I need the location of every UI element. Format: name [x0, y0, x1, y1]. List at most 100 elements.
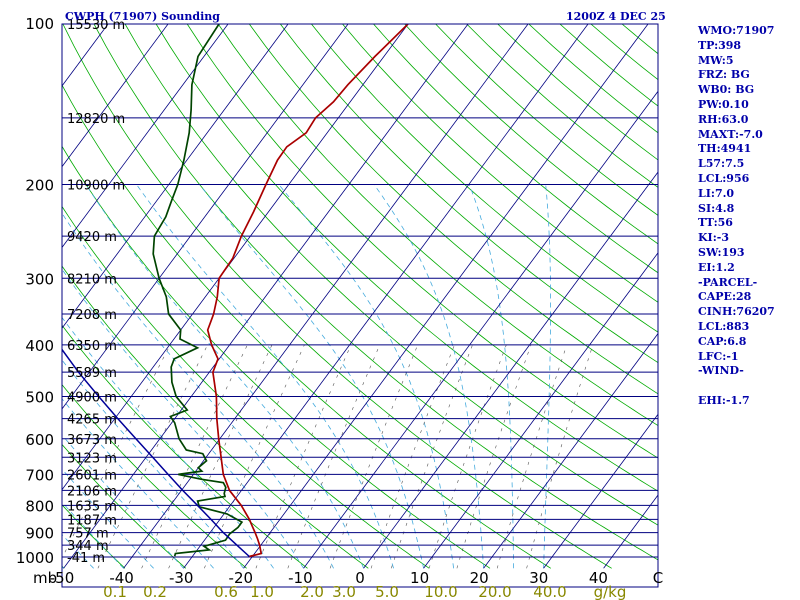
mixing-ratio-line	[329, 344, 418, 569]
stat-line: EI:1.2	[698, 260, 735, 274]
dry-adiabat-line	[217, 24, 658, 427]
moist-adiabat-line	[62, 316, 274, 569]
isotherm-line	[62, 24, 409, 491]
pressure-tick-label: 400	[25, 337, 54, 355]
pressure-tick-label: 500	[25, 389, 54, 407]
isotherm-line	[62, 24, 349, 410]
pressure-unit-label: mb	[33, 569, 57, 587]
isotherm-line	[183, 24, 589, 569]
height-label: 15530 m	[67, 18, 125, 33]
dry-adiabat-line	[62, 565, 65, 569]
moist-adiabat-line	[373, 184, 484, 569]
isotherm-line	[62, 24, 289, 329]
pressure-tick-label: 300	[25, 270, 54, 288]
mixing-ratio-line	[141, 344, 248, 569]
stat-line: RH:63.0	[698, 112, 749, 126]
stat-line: TH:4941	[698, 142, 752, 156]
sounding-traces	[62, 24, 409, 558]
height-label: 1635 m	[67, 499, 117, 514]
dry-adiabat-line	[248, 24, 658, 395]
isotherms	[0, 12, 658, 569]
temperature-tick-label: C	[653, 569, 663, 587]
dry-adiabat-line	[62, 504, 126, 569]
temperature-tick-label: -50	[50, 569, 75, 587]
temperature-tick-label: -40	[109, 569, 134, 587]
mixing-ratio-line	[255, 344, 352, 569]
height-label: 9420 m	[67, 230, 117, 245]
stat-line: TP:398	[698, 38, 742, 52]
pressure-tick-label: 900	[25, 525, 54, 543]
stat-line: PW:0.10	[698, 97, 749, 111]
stat-line: CINH:76207	[698, 305, 775, 319]
height-label: 12820 m	[67, 112, 125, 127]
height-label: 10900 m	[67, 178, 125, 193]
stat-line: LCL:956	[698, 171, 750, 185]
moist-adiabat-line	[62, 434, 184, 569]
height-label: 757 m	[67, 527, 109, 542]
dry-adiabat-line	[93, 24, 658, 561]
mixing-ratio-line	[390, 344, 473, 569]
isotherm-line	[303, 90, 658, 569]
mixing-ratio-line	[287, 344, 380, 569]
mixing-ratio-label: 0.1	[103, 583, 127, 600]
isotherm-line	[62, 24, 169, 168]
mixing-ratio-label: g/kg	[594, 583, 627, 600]
dry-adiabat-line	[373, 24, 658, 274]
mixing-ratio-label: 1.0	[250, 583, 274, 600]
stat-line: TT:56	[698, 216, 733, 230]
mixing-ratio-line	[526, 344, 594, 569]
chart-title: CWPH (71907) Sounding	[65, 10, 220, 23]
stat-line: WMO:71907	[698, 24, 775, 37]
pressure-tick-label: 200	[25, 176, 54, 194]
mixing-ratio-line	[428, 344, 507, 569]
pressure-tick-label: 100	[25, 15, 54, 33]
pressure-tick-label: 600	[25, 431, 54, 449]
isotherm-line	[123, 24, 529, 569]
pressure-tick-label: 1000	[16, 549, 54, 567]
dry-adiabat-line	[124, 24, 658, 526]
isotherm-line	[483, 332, 658, 569]
dry-adiabats	[0, 24, 658, 569]
temperature-tick-label: 10	[410, 569, 429, 587]
moist-adiabat-line	[543, 184, 551, 569]
temperature-tick-label: 30	[529, 569, 548, 587]
temperature-tick-label: 20	[470, 569, 489, 587]
mixing-ratio-label: 3.0	[332, 583, 356, 600]
height-label: 3673 m	[67, 433, 117, 448]
dry-adiabat-line	[0, 24, 3, 568]
stat-line: CAPE:28	[698, 290, 752, 304]
isotherm-line	[63, 24, 469, 569]
temperature-trace	[206, 24, 409, 558]
stat-line: SW:193	[698, 245, 745, 259]
stat-line: FRZ: BG	[698, 68, 750, 82]
dry-adiabat-line	[311, 24, 658, 333]
isotherm-line	[363, 171, 658, 569]
height-label: 7208 m	[67, 308, 117, 323]
stat-line: -PARCEL-	[698, 275, 758, 289]
dry-adiabat-line	[342, 24, 658, 303]
dry-adiabat-line	[62, 384, 247, 569]
dry-adiabat-line	[62, 145, 491, 569]
dry-adiabat-line	[62, 24, 612, 569]
chart-datetime: 1200Z 4 DEC 25	[566, 10, 666, 23]
temperature-tick-label: -30	[169, 569, 194, 587]
height-label: 2601 m	[67, 468, 117, 483]
stat-line: L57:7.5	[698, 157, 745, 171]
parcel-trace	[62, 348, 250, 558]
dry-adiabat-line	[186, 24, 658, 459]
isotherm-line	[0, 12, 57, 568]
dry-adiabat-line	[62, 324, 308, 569]
mixing-ratio-label: 0.2	[143, 583, 167, 600]
temperature-tick-label: 0	[355, 569, 365, 587]
isobars	[62, 24, 658, 558]
dry-adiabat-line	[155, 24, 658, 492]
dewpoint-trace	[152, 24, 244, 557]
mixing-ratio-label: 20.0	[478, 583, 511, 600]
height-label: 1187 m	[67, 513, 117, 528]
moist-adiabat-line	[468, 184, 514, 569]
stat-line: -WIND-	[698, 364, 744, 378]
mixing-ratio-label: 2.0	[300, 583, 324, 600]
mixing-ratio-label: 0.6	[214, 583, 238, 600]
